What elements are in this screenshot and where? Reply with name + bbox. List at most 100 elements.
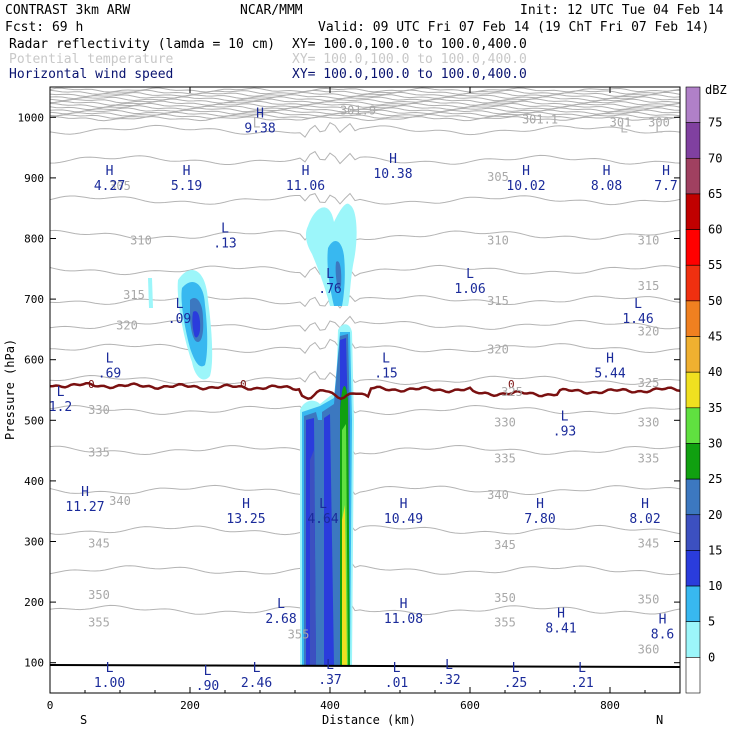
theta-dense-line xyxy=(49,96,681,102)
field1-name: Radar reflectivity (lamda = 10 cm) xyxy=(9,37,275,52)
theta-line xyxy=(49,150,681,165)
x-tick-label: 400 xyxy=(320,699,340,712)
field2-xy: XY= 100.0,100.0 to 100.0,400.0 xyxy=(292,52,527,67)
upper-theta-bundle xyxy=(49,87,681,122)
hl-letter: H xyxy=(641,497,649,512)
hl-letter: L xyxy=(221,221,229,236)
hl-letter: L xyxy=(253,661,261,676)
field2-name: Potential temperature xyxy=(9,52,174,67)
colorbar: 0 5 10 15 20 25 30 35 40 45 50 55 60 65 70 75 xyxy=(685,86,722,694)
colorbar-label: 40 xyxy=(708,365,722,379)
theta-label: 330 xyxy=(494,415,516,429)
theta-dense-line xyxy=(49,104,681,111)
hl-value: 5.44 xyxy=(594,367,625,382)
theta-line xyxy=(49,560,681,576)
hl-value: 5.19 xyxy=(171,179,202,194)
hl-value: .15 xyxy=(374,367,397,382)
theta-line xyxy=(49,315,681,332)
colorbar-unit: dBZ xyxy=(705,83,727,97)
theta-label: 310 xyxy=(638,234,660,248)
theta-dense-line xyxy=(49,102,681,109)
hl-value: .01 xyxy=(385,676,408,691)
colorbar-swatch xyxy=(685,157,701,195)
theta-label: 300 xyxy=(648,115,670,129)
model-label: CONTRAST 3km ARW xyxy=(5,3,130,18)
theta-label: 355 xyxy=(88,615,110,629)
hl-value: 4.27 xyxy=(94,179,125,194)
theta-label: 310 xyxy=(130,234,152,248)
colorbar-swatch xyxy=(685,300,701,337)
hl-letter: H xyxy=(400,497,408,512)
column-35dbz xyxy=(342,505,347,665)
hl-value: 8.6 xyxy=(651,627,674,642)
theta-label: 340 xyxy=(109,494,131,508)
freezing-level-line: 0 0 0 xyxy=(49,378,681,401)
theta-label: 301.1 xyxy=(522,112,558,126)
init-label: Init: 12 UTC Tue 04 Feb 14 xyxy=(520,3,724,18)
colorbar-swatch xyxy=(685,621,701,658)
y-tick-label: 600 xyxy=(24,354,44,367)
colorbar-swatch xyxy=(685,478,701,516)
colorbar-label: 75 xyxy=(708,116,722,130)
y-tick-label: 200 xyxy=(24,596,44,609)
field1-xy: XY= 100.0,100.0 to 100.0,400.0 xyxy=(292,37,527,52)
theta-dense-line xyxy=(49,91,681,98)
anvil-15dbz xyxy=(335,261,342,290)
colorbar-swatch xyxy=(685,86,701,123)
colorbar-label: 60 xyxy=(708,223,722,237)
theta-label: 320 xyxy=(116,318,138,332)
theta-label: 335 xyxy=(88,446,110,460)
theta-line xyxy=(49,484,681,501)
theta-label: 310 xyxy=(487,234,509,248)
plot-area xyxy=(50,87,680,693)
theta-label: 330 xyxy=(88,403,110,417)
hl-letter: H xyxy=(536,497,544,512)
cloud-far-left xyxy=(148,278,153,308)
y-tick-label: 800 xyxy=(24,233,44,246)
theta-label: 335 xyxy=(494,452,516,466)
theta-label: 315 xyxy=(123,288,145,302)
hl-letter: L xyxy=(106,352,114,367)
theta-label: 305 xyxy=(109,179,131,193)
theta-label: 320 xyxy=(638,324,660,338)
hl-value: 1.00 xyxy=(94,676,125,691)
hl-value: 8.41 xyxy=(545,621,576,636)
hl-value: .25 xyxy=(504,676,527,691)
colorbar-swatch xyxy=(685,407,701,444)
axes: 100 200 300 400 500 600 700 800 900 1000 0 200 400 60… xyxy=(18,87,680,712)
theta-line xyxy=(49,601,681,616)
grey-marker: L xyxy=(655,121,663,136)
theta-line xyxy=(49,444,681,458)
theta-label: 345 xyxy=(494,538,516,552)
theta-label: 325 xyxy=(638,376,660,390)
hl-letter: H xyxy=(557,606,565,621)
ground-line xyxy=(49,664,681,668)
hl-letter: H xyxy=(106,164,114,179)
grey-marker: L xyxy=(253,117,261,132)
theta-line xyxy=(49,403,681,418)
valid-label: Valid: 09 UTC Fri 07 Feb 14 (19 ChT Fri … xyxy=(318,20,709,35)
theta-line xyxy=(50,338,681,354)
grey-markers: L LL xyxy=(253,117,664,137)
hl-value: .32 xyxy=(437,673,460,688)
theta-label: 315 xyxy=(487,294,509,308)
colorbar-swatch xyxy=(685,514,701,551)
hl-letter: L xyxy=(512,661,520,676)
theta-label: 355 xyxy=(494,615,516,629)
hl-letter: H xyxy=(662,164,670,179)
field3-xy: XY= 100.0,100.0 to 100.0,400.0 xyxy=(292,67,527,82)
hl-letter: H xyxy=(606,352,614,367)
theta-label: 350 xyxy=(494,591,516,605)
colorbar-swatch xyxy=(685,193,701,230)
theta-label: 301 xyxy=(610,115,632,129)
colorbar-label: 20 xyxy=(708,508,722,522)
hl-value: 7.7 xyxy=(654,179,677,194)
hl-letter: H xyxy=(400,597,408,612)
hl-value: 2.68 xyxy=(265,612,296,627)
theta-label: 350 xyxy=(638,592,660,606)
hl-value: .90 xyxy=(196,679,219,694)
hl-letter: L xyxy=(204,664,212,679)
hl-letter: L xyxy=(393,661,401,676)
hl-markers: L1.00L.90L2.46L.37L.01L.32L.25L.21L2.68H… xyxy=(49,106,678,694)
colorbar-label: 65 xyxy=(708,187,722,201)
